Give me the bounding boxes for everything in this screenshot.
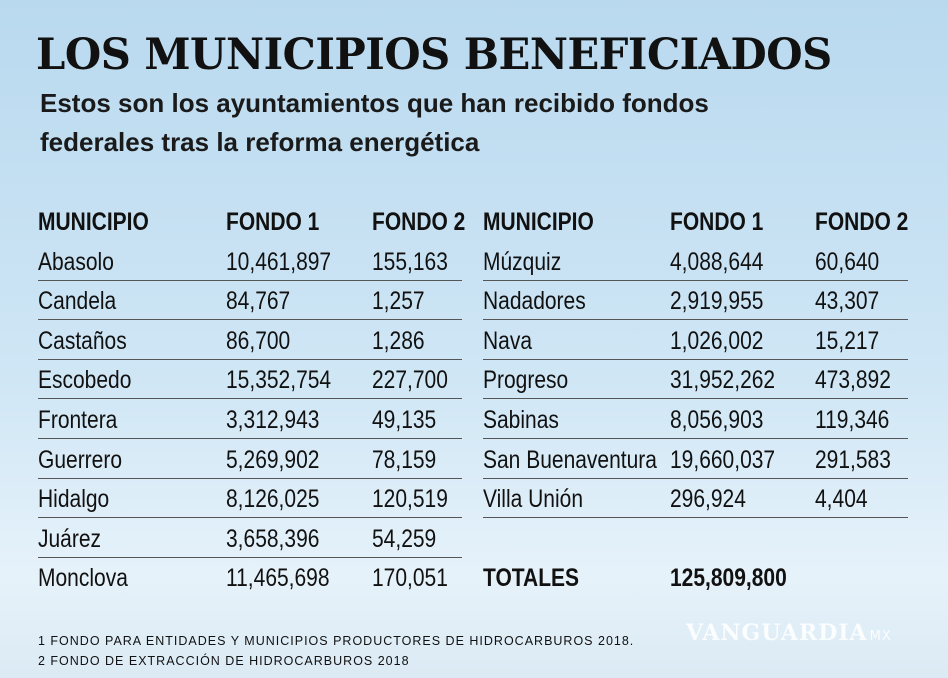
row-divider bbox=[483, 398, 908, 400]
municipality: San Buenaventura bbox=[483, 445, 657, 474]
municipality: Monclova bbox=[38, 564, 128, 593]
fund-value: 3,312,943 bbox=[226, 406, 320, 434]
column-header: FONDO 2 bbox=[372, 208, 466, 236]
municipality: Candela bbox=[38, 287, 117, 316]
municipality: Hidalgo bbox=[38, 485, 110, 514]
subtitle: federales tras la reforma energética bbox=[40, 127, 480, 157]
municipality: Nadadores bbox=[483, 287, 586, 316]
row-divider bbox=[38, 477, 462, 479]
fund-value: 5,269,902 bbox=[226, 445, 320, 474]
fund-value: 3,658,396 bbox=[226, 524, 320, 553]
watermark: VANGUARDIA MX bbox=[686, 620, 892, 646]
title: LOS MUNICIPIOS BENEFICIADOS bbox=[36, 30, 832, 80]
row-divider bbox=[38, 279, 462, 281]
fund-value: 296,924 bbox=[670, 485, 746, 514]
fund-value: 170,051 bbox=[372, 564, 448, 593]
municipality: Castaños bbox=[38, 326, 127, 355]
fund-value: 54,259 bbox=[372, 524, 437, 553]
fund-value: 119,346 bbox=[815, 406, 890, 434]
municipality: Sabinas bbox=[483, 406, 559, 434]
municipality: Villa Unión bbox=[483, 485, 584, 514]
municipality: Frontera bbox=[38, 406, 118, 434]
fund-value: 86,700 bbox=[226, 326, 291, 355]
fund-value: 1,286 bbox=[372, 326, 425, 355]
watermark-name: VANGUARDIA bbox=[686, 620, 868, 646]
totals-value: 125,809,800 bbox=[670, 564, 787, 593]
footnote: 1 FONDO PARA ENTIDADES Y MUNICIPIOS PROD… bbox=[38, 634, 635, 648]
fund-value: 11,465,698 bbox=[226, 564, 330, 593]
fund-value: 155,163 bbox=[372, 247, 448, 276]
row-divider bbox=[483, 279, 908, 281]
row-divider bbox=[38, 358, 462, 360]
fund-value: 1,257 bbox=[372, 287, 425, 316]
municipality: Abasolo bbox=[38, 247, 114, 276]
fund-value: 49,135 bbox=[372, 406, 437, 434]
municipality: Escobedo bbox=[38, 366, 132, 395]
municipality: Guerrero bbox=[38, 445, 123, 474]
totals-label: TOTALES bbox=[483, 564, 580, 593]
municipality: Progreso bbox=[483, 366, 569, 395]
fund-value: 4,088,644 bbox=[670, 247, 764, 276]
fund-value: 8,126,025 bbox=[226, 485, 320, 514]
municipality: Nava bbox=[483, 326, 533, 355]
fund-value: 291,583 bbox=[815, 445, 891, 474]
municipality: Juárez bbox=[38, 524, 102, 553]
fund-value: 84,767 bbox=[226, 287, 291, 316]
row-divider bbox=[483, 319, 908, 321]
row-divider bbox=[38, 517, 462, 519]
fund-value: 4,404 bbox=[815, 485, 868, 514]
fund-value: 473,892 bbox=[815, 366, 891, 395]
row-divider bbox=[483, 358, 908, 360]
subtitle: Estos son los ayuntamientos que han reci… bbox=[40, 88, 709, 118]
fund-value: 19,660,037 bbox=[670, 445, 776, 474]
fund-value: 1,026,002 bbox=[670, 326, 764, 355]
fund-value: 60,640 bbox=[815, 247, 880, 276]
municipality: Múzquiz bbox=[483, 247, 562, 276]
footnote: 2 FONDO DE EXTRACCIÓN DE HIDROCARBUROS 2… bbox=[38, 654, 410, 668]
column-header: MUNICIPIO bbox=[483, 208, 594, 236]
fund-value: 31,952,262 bbox=[670, 366, 776, 395]
row-divider bbox=[38, 556, 462, 558]
row-divider bbox=[38, 319, 462, 321]
row-divider bbox=[483, 438, 908, 439]
fund-value: 15,217 bbox=[815, 326, 880, 355]
fund-value: 120,519 bbox=[372, 485, 448, 514]
row-divider bbox=[483, 477, 908, 479]
column-header: FONDO 1 bbox=[670, 208, 764, 236]
fund-value: 15,352,754 bbox=[226, 366, 332, 395]
row-divider bbox=[38, 438, 462, 439]
fund-value: 8,056,903 bbox=[670, 406, 764, 434]
column-header: FONDO 1 bbox=[226, 208, 320, 236]
fund-value: 78,159 bbox=[372, 445, 437, 474]
fund-value: 10,461,897 bbox=[226, 247, 332, 276]
column-header: FONDO 2 bbox=[815, 208, 909, 236]
fund-value: 2,919,955 bbox=[670, 287, 764, 316]
fund-value: 227,700 bbox=[372, 366, 448, 395]
row-divider bbox=[483, 517, 908, 519]
fund-value: 43,307 bbox=[815, 287, 880, 316]
row-divider bbox=[38, 398, 462, 400]
watermark-suffix: MX bbox=[869, 629, 892, 644]
column-header: MUNICIPIO bbox=[38, 208, 149, 236]
